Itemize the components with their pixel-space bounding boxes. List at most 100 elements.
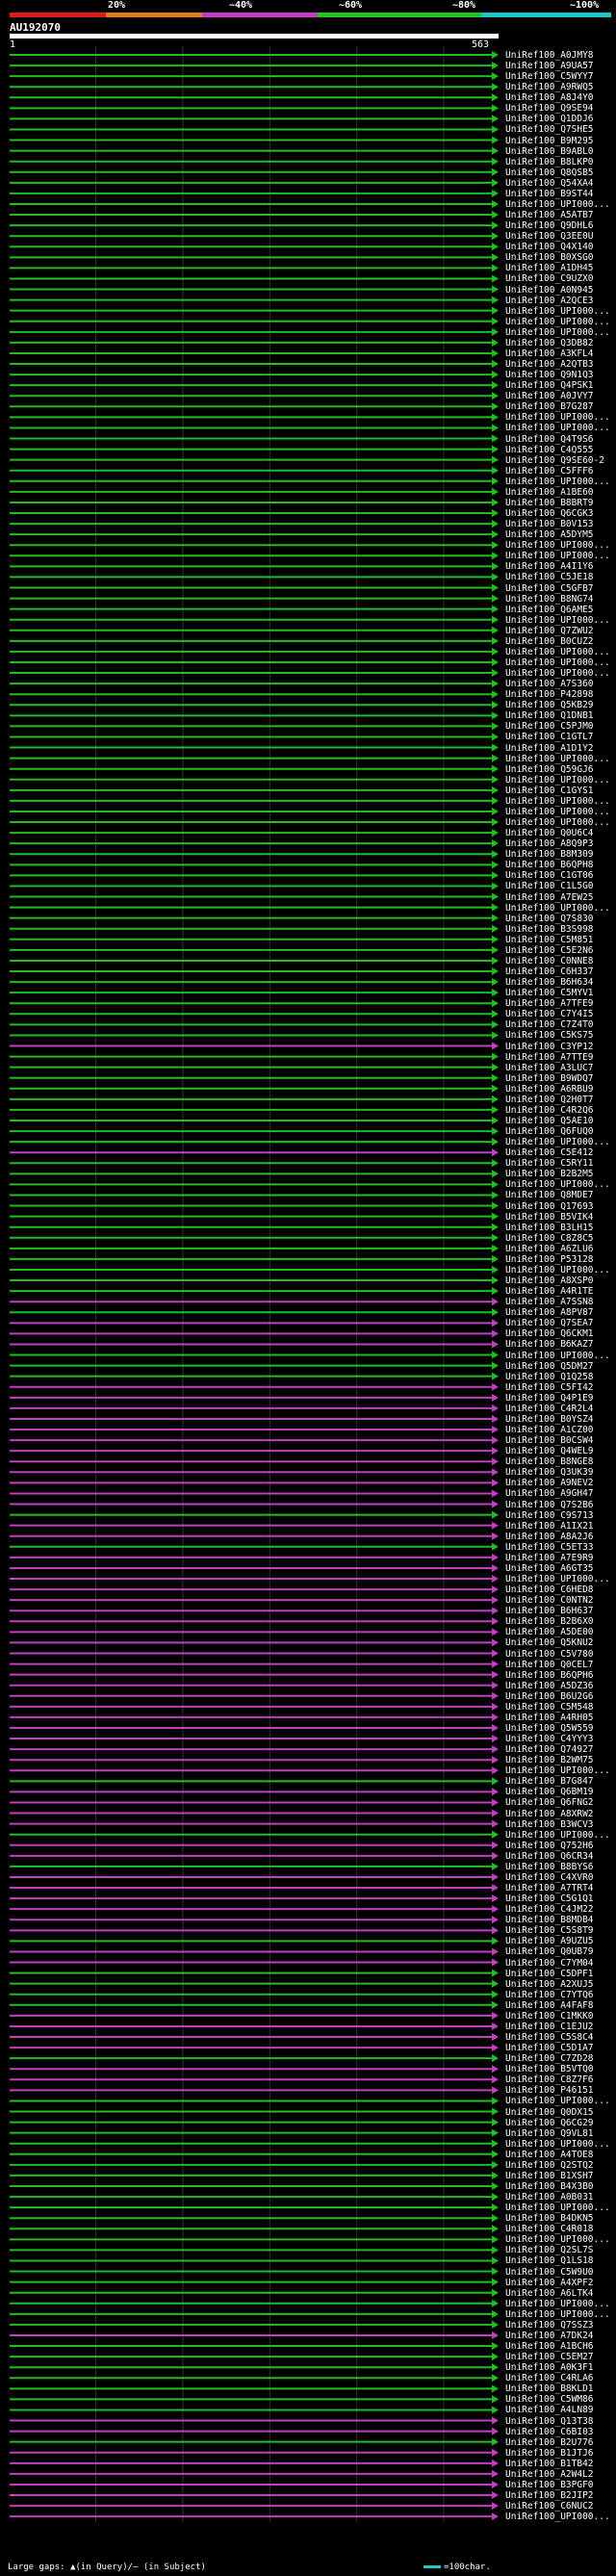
hit-label[interactable]: UniRef100_C5G1Q1 [505,1893,594,1905]
hit-label[interactable]: UniRef100_Q54XA4 [505,177,594,189]
hit-label[interactable]: UniRef100_B8KLD1 [505,2383,594,2395]
hit-label[interactable]: UniRef100_A7EW25 [505,891,594,903]
hit-label[interactable]: UniRef100_UPI000... [505,305,610,317]
hit-label[interactable]: UniRef100_A8PV87 [505,1307,594,1319]
hit-label[interactable]: UniRef100_A9RWQ5 [505,82,594,93]
hit-label[interactable]: UniRef100_UPI000... [505,1574,610,1584]
hit-label[interactable]: UniRef100_B7G847 [505,1776,594,1788]
hit-label[interactable]: UniRef100_C4Q555 [505,444,594,455]
hit-label[interactable]: UniRef100_A7TRT4 [505,1883,594,1894]
hit-label[interactable]: UniRef100_A9UA57 [505,61,594,72]
hit-label[interactable]: UniRef100_C7Y4I5 [505,1009,594,1020]
hit-label[interactable]: UniRef100_Q4T9S6 [505,433,594,445]
hit-label[interactable]: UniRef100_Q7ZWU2 [505,625,594,636]
hit-label[interactable]: UniRef100_A1DH45 [505,263,594,274]
hit-label[interactable]: UniRef100_Q4WEL9 [505,1446,594,1457]
hit-label[interactable]: UniRef100_UPI000... [505,2096,610,2107]
hit-label[interactable]: UniRef100_A1BCH6 [505,2341,594,2353]
hit-label[interactable]: UniRef100_C5S8C4 [505,2032,594,2044]
hit-label[interactable]: UniRef100_UPI000... [505,795,610,807]
hit-label[interactable]: UniRef100_UPI000... [505,1765,610,1777]
hit-label[interactable]: UniRef100_C6NUC2 [505,2501,594,2512]
hit-label[interactable]: UniRef100_UPI000... [505,1350,610,1361]
hit-label[interactable]: UniRef100_P46151 [505,2085,594,2097]
hit-label[interactable]: UniRef100_C9S713 [505,1509,594,1521]
hit-label[interactable]: UniRef100_B8BRT9 [505,497,594,508]
hit-label[interactable]: UniRef100_Q1DNB1 [505,710,594,722]
hit-label[interactable]: UniRef100_A0JVY7 [505,391,594,402]
hit-label[interactable]: UniRef100_B2B6X0 [505,1616,594,1628]
hit-label[interactable]: UniRef100_C5JE18 [505,572,594,583]
hit-label[interactable]: UniRef100_B3LH15 [505,1222,594,1233]
hit-label[interactable]: UniRef100_Q6BM19 [505,1787,594,1798]
hit-label[interactable]: UniRef100_A7E9R9 [505,1552,594,1563]
hit-label[interactable]: UniRef100_A8Q9P3 [505,838,594,850]
hit-label[interactable]: UniRef100_A6LTK4 [505,2287,594,2299]
hit-label[interactable]: UniRef100_Q5KNU2 [505,1637,594,1649]
hit-label[interactable]: UniRef100_UPI000... [505,423,610,434]
hit-label[interactable]: UniRef100_C4JM22 [505,1904,594,1916]
hit-label[interactable]: UniRef100_Q2SL7S [505,2245,594,2256]
hit-label[interactable]: UniRef100_UPI000... [505,2234,610,2246]
hit-label[interactable]: UniRef100_A2W4L2 [505,2468,594,2480]
hit-label[interactable]: UniRef100_B6QPH6 [505,1669,594,1681]
hit-label[interactable]: UniRef100_A7TFE9 [505,998,594,1010]
hit-label[interactable]: UniRef100_C5GFB7 [505,582,594,594]
hit-label[interactable]: UniRef100_C1GYS1 [505,785,594,796]
hit-label[interactable]: UniRef100_C5MYV1 [505,988,594,999]
hit-label[interactable]: UniRef100_A5DZ36 [505,1680,594,1691]
hit-label[interactable]: UniRef100_A9UZU5 [505,1936,594,1947]
hit-label[interactable]: UniRef100_Q74927 [505,1744,594,1756]
hit-label[interactable]: UniRef100_Q59GJ6 [505,763,594,775]
hit-label[interactable]: UniRef100_A7S360 [505,679,594,690]
hit-label[interactable]: UniRef100_A1D1Y2 [505,742,594,754]
hit-label[interactable]: UniRef100_C9UZX0 [505,273,594,285]
hit-label[interactable]: UniRef100_B3S998 [505,923,594,935]
hit-label[interactable]: UniRef100_A9NEV2 [505,1478,594,1489]
hit-label[interactable]: UniRef100_B6U2G6 [505,1690,594,1702]
hit-label[interactable]: UniRef100_B1XSH7 [505,2170,594,2181]
hit-label[interactable]: UniRef100_B6H634 [505,977,594,989]
hit-label[interactable]: UniRef100_Q3UK39 [505,1467,594,1479]
hit-label[interactable]: UniRef100_A2XUJ5 [505,1978,594,1990]
hit-label[interactable]: UniRef100_B0XSG0 [505,252,594,264]
hit-label[interactable]: UniRef100_Q6FUQ0 [505,1126,594,1138]
hit-label[interactable]: UniRef100_C1EJU2 [505,2021,594,2032]
hit-label[interactable]: UniRef100_A4XPF2 [505,2277,594,2288]
hit-label[interactable]: UniRef100_C5E2N6 [505,944,594,956]
hit-label[interactable]: UniRef100_UPI000... [505,412,610,424]
hit-label[interactable]: UniRef100_B8BYS6 [505,1861,594,1872]
hit-label[interactable]: UniRef100_A1IX21 [505,1520,594,1532]
hit-label[interactable]: UniRef100_Q7S830 [505,913,594,924]
hit-label[interactable]: UniRef100_UPI000... [505,476,610,487]
hit-label[interactable]: UniRef100_C6BI03 [505,2426,594,2437]
hit-label[interactable]: UniRef100_Q0U6C4 [505,828,594,839]
hit-label[interactable]: UniRef100_Q8QSB5 [505,167,594,178]
hit-label[interactable]: UniRef100_A4TOE8 [505,2149,594,2160]
hit-label[interactable]: UniRef100_Q7SSZ3 [505,2319,594,2331]
hit-label[interactable]: UniRef100_C1L5G0 [505,881,594,892]
hit-label[interactable]: UniRef100_C1GTL7 [505,732,594,743]
hit-label[interactable]: UniRef100_B8MDB4 [505,1915,594,1926]
hit-label[interactable]: UniRef100_C5W9U0 [505,2266,594,2278]
hit-label[interactable]: UniRef100_UPI000... [505,326,610,338]
hit-label[interactable]: UniRef100_A4I1Y6 [505,561,594,573]
hit-label[interactable]: UniRef100_Q9VL81 [505,2127,594,2139]
hit-label[interactable]: UniRef100_B9M295 [505,135,594,146]
hit-label[interactable]: UniRef100_UPI000... [505,614,610,626]
hit-label[interactable]: UniRef100_A2QCE3 [505,295,594,306]
hit-label[interactable]: UniRef100_A4R1TE [505,1286,594,1298]
hit-label[interactable]: UniRef100_Q4X140 [505,242,594,253]
hit-label[interactable]: UniRef100_C5DPF1 [505,1968,594,1979]
hit-label[interactable]: UniRef100_A4RH05 [505,1712,594,1723]
hit-label[interactable]: UniRef100_C0NNE8 [505,955,594,966]
hit-label[interactable]: UniRef100_Q4P1E9 [505,1392,594,1404]
hit-label[interactable]: UniRef100_C5WYY7 [505,71,594,83]
hit-label[interactable]: UniRef100_Q2STQ2 [505,2159,594,2171]
hit-label[interactable]: UniRef100_B2WM75 [505,1755,594,1766]
hit-label[interactable]: UniRef100_C5M548 [505,1701,594,1713]
hit-label[interactable]: UniRef100_B6H637 [505,1606,594,1617]
hit-label[interactable]: UniRef100_C3YP12 [505,1041,594,1052]
hit-label[interactable]: UniRef100_Q5KB29 [505,700,594,711]
hit-label[interactable]: UniRef100_UPI000... [505,1179,610,1191]
